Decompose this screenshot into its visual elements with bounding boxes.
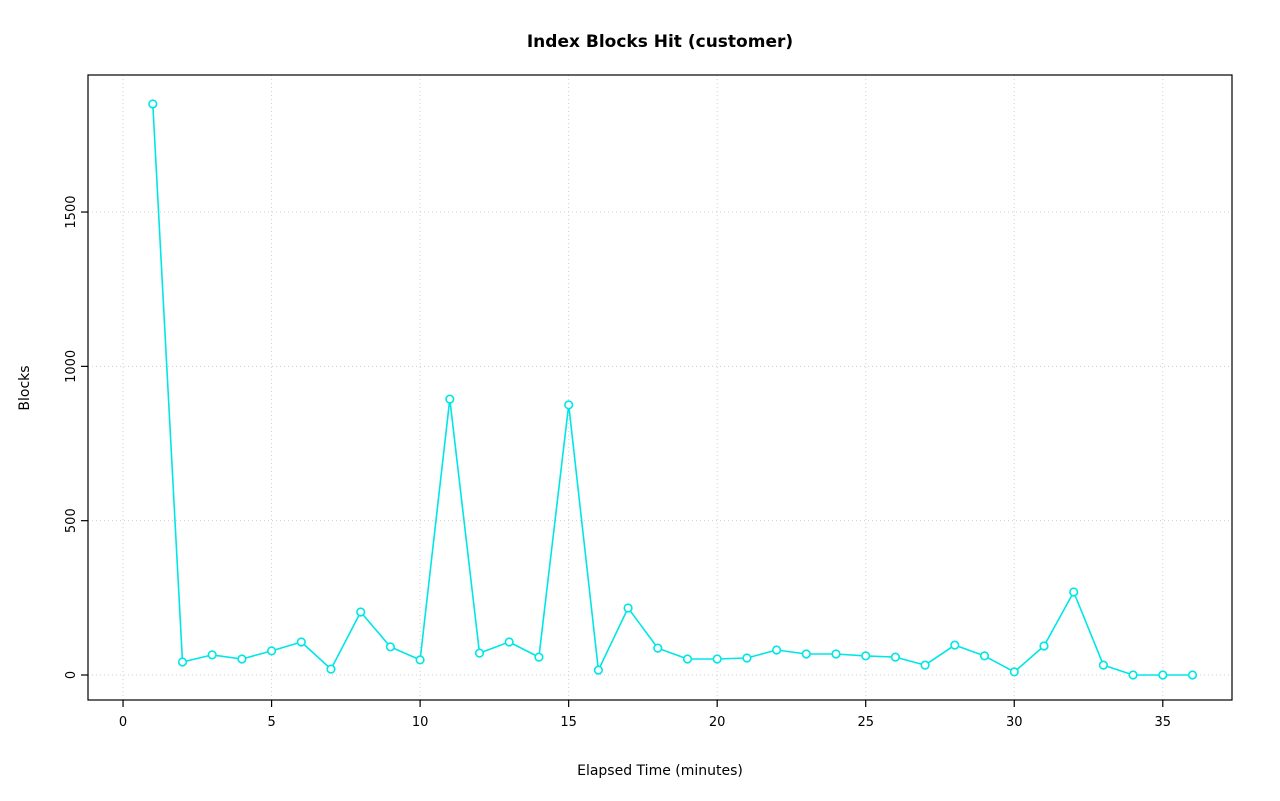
data-point	[623, 603, 633, 613]
y-tick-label: 1500	[64, 195, 79, 228]
data-point	[326, 664, 336, 674]
data-point	[1009, 667, 1019, 677]
series-line	[152, 103, 1193, 676]
data-point	[979, 651, 990, 661]
data-point	[148, 99, 158, 109]
data-point	[207, 650, 217, 660]
data-point	[564, 400, 574, 410]
plot-area: 0 5 10 15 20 25 30 35 0 500 1000 1500	[64, 74, 1233, 730]
data-point	[474, 648, 485, 658]
data-point	[177, 657, 188, 667]
data-point	[1039, 641, 1049, 651]
data-point	[445, 394, 455, 404]
data-point	[920, 660, 930, 670]
x-tick-label: 15	[560, 715, 577, 730]
data-point	[712, 654, 722, 664]
data-point	[1158, 670, 1168, 680]
y-axis-label: Blocks	[17, 365, 33, 410]
chart-title: Index Blocks Hit (customer)	[527, 32, 793, 52]
x-axis-label: Elapsed Time (minutes)	[577, 763, 743, 779]
x-tick-label: 20	[709, 715, 726, 730]
data-point	[1098, 660, 1108, 670]
data-point	[385, 642, 396, 652]
x-tick-label: 0	[119, 715, 127, 730]
data-point	[504, 637, 514, 647]
y-tick-label: 0	[64, 671, 79, 679]
data-point	[861, 651, 871, 661]
data-point	[1128, 670, 1138, 680]
data-point	[771, 645, 782, 655]
x-tick-label: 30	[1006, 715, 1023, 730]
y-tick-label: 1000	[64, 350, 79, 383]
data-point	[415, 655, 425, 665]
data-point	[890, 652, 901, 662]
plot-border	[87, 74, 1233, 701]
data-point	[296, 637, 306, 647]
data-point	[950, 640, 960, 650]
x-tick-label: 25	[857, 715, 874, 730]
data-point	[593, 665, 604, 675]
data-point	[534, 652, 544, 662]
data-point	[1187, 670, 1198, 680]
y-tick-label: 500	[64, 508, 79, 533]
data-point	[831, 649, 841, 659]
data-point	[682, 654, 693, 664]
data-point	[1069, 587, 1079, 597]
data-point	[267, 646, 277, 656]
x-tick-label: 10	[412, 715, 429, 730]
data-point	[653, 643, 663, 653]
data-point	[356, 607, 366, 617]
data-point	[742, 653, 752, 663]
data-point	[237, 654, 247, 664]
data-point	[801, 649, 811, 659]
x-tick-label: 35	[1155, 715, 1172, 730]
x-tick-label: 5	[267, 715, 275, 730]
